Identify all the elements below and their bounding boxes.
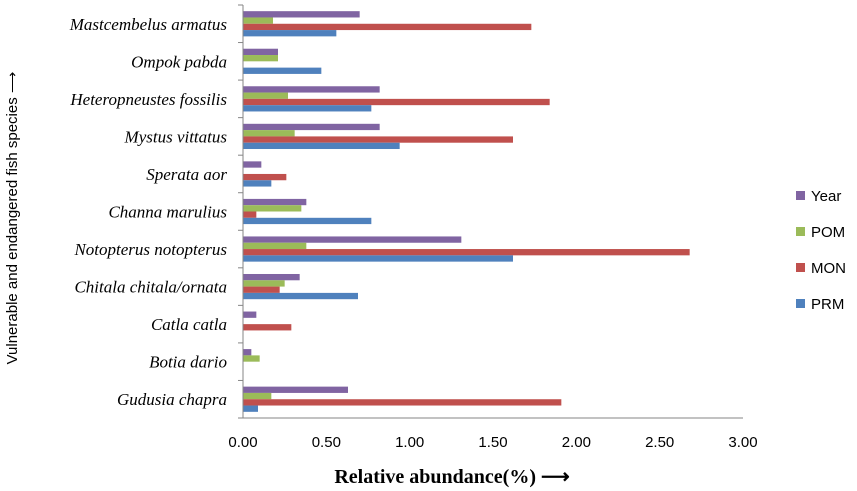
x-tick-label: 1.00 [395,434,424,451]
bar-year-channa-marulius [243,198,307,206]
bar-prm-ompok-pabda [243,67,322,74]
bar-pom-gudusia-chapra [243,392,272,400]
y-axis-title: Vulnerable and endangered fish species ⟶ [4,72,21,365]
bar-year-ompok-pabda [243,48,278,56]
bar-pom-notopterus-notopterus [243,242,307,250]
bar-pom-chitala-chitala-ornata [243,280,285,287]
legend-label-mon: MON [811,260,846,277]
bar-pom-channa-marulius [243,205,302,212]
legend-label-pom: POM [811,224,845,241]
category-label: Botia dario [149,353,227,372]
category-label: Channa marulius [108,203,227,222]
bar-pom-ompok-pabda [243,55,278,62]
bar-year-mastcembelus-armatus [243,11,360,18]
bar-pom-mastcembelus-armatus [243,17,273,24]
category-label: Sperata aor [146,165,227,184]
legend-swatch-mon [796,263,805,272]
category-label: Mastcembelus armatus [69,15,228,34]
x-tick-label: 3.00 [728,434,757,451]
x-tick-label: 0.00 [228,434,257,451]
bar-year-catla-catla [243,311,257,318]
legend: Year POM MON PRM [796,188,846,313]
bar-prm-heteropneustes-fossilis [243,105,372,112]
bar-year-chitala-chitala-ornata [243,273,300,281]
species-labels: Mastcembelus armatus Ompok pabda Heteropne… [69,15,228,409]
x-tick-label: 0.50 [312,434,341,451]
bars-group [243,11,690,412]
bar-prm-chitala-chitala-ornata [243,292,358,300]
bar-pom-botia-dario [243,355,260,362]
bar-prm-mastcembelus-armatus [243,30,337,37]
bar-pom-heteropneustes-fossilis [243,92,288,99]
category-label: Mystus vittatus [124,127,228,146]
category-label: Chitala chitala/ornata [74,278,227,297]
bar-mon-gudusia-chapra [243,399,562,406]
bar-mon-notopterus-notopterus [243,249,690,256]
bar-year-sperata-aor [243,161,262,168]
bar-prm-mystus-vittatus [243,142,400,150]
bar-mon-mystus-vittatus [243,136,513,143]
category-label: Ompok pabda [131,52,227,71]
bar-prm-notopterus-notopterus [243,255,513,262]
legend-swatch-year [796,191,805,200]
x-tick-label: 2.00 [562,434,591,451]
bar-prm-sperata-aor [243,180,272,187]
bar-year-mystus-vittatus [243,123,380,131]
category-label: Gudusia chapra [117,390,227,409]
x-tick-label: 1.50 [478,434,507,451]
bar-mon-catla-catla [243,324,292,331]
category-label: Heteropneustes fossilis [69,90,227,109]
legend-swatch-pom [796,227,805,236]
bar-year-notopterus-notopterus [243,236,462,243]
bar-mon-channa-marulius [243,211,257,218]
bar-prm-gudusia-chapra [243,405,258,412]
legend-label-year: Year [811,188,841,205]
bar-pom-mystus-vittatus [243,130,295,137]
bar-year-gudusia-chapra [243,386,348,393]
x-axis-title: Relative abundance(%) ⟶ [334,466,570,488]
bar-mon-sperata-aor [243,173,287,181]
bar-mon-mastcembelus-armatus [243,23,532,31]
legend-label-prm: PRM [811,296,844,313]
bar-prm-channa-marulius [243,217,372,225]
bar-year-heteropneustes-fossilis [243,86,380,93]
bar-mon-heteropneustes-fossilis [243,98,550,106]
category-label: Catla catla [151,315,227,334]
bar-mon-chitala-chitala-ornata [243,286,280,293]
x-tick-labels: 0.00 0.50 1.00 1.50 2.00 2.50 3.00 [228,434,757,451]
bar-year-botia-dario [243,349,252,356]
legend-swatch-prm [796,299,805,308]
x-tick-label: 2.50 [645,434,674,451]
y-axis-ticks [238,4,243,419]
category-label: Notopterus notopterus [73,240,227,259]
